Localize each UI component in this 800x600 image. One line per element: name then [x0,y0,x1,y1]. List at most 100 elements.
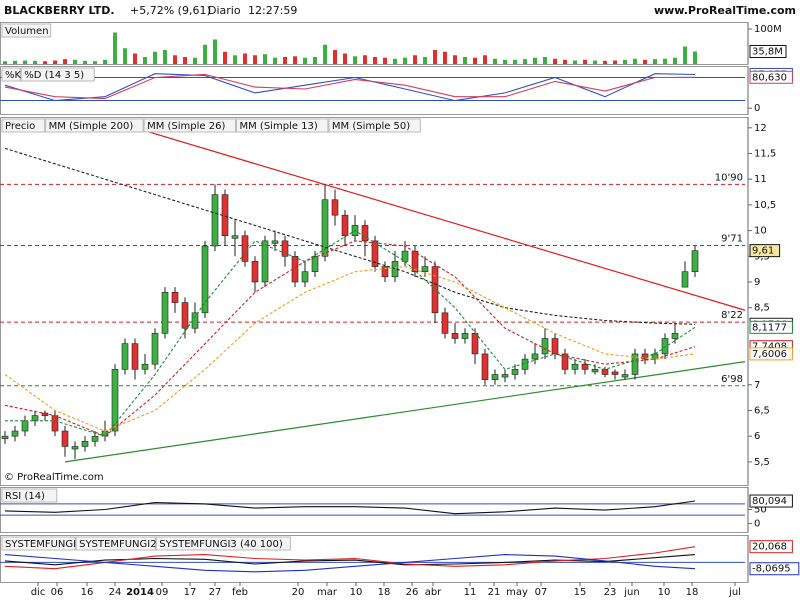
last-value-label: 80,630 [752,72,787,83]
volume-bar [463,57,467,64]
last-value-box [749,320,793,334]
volume-bar [83,60,87,64]
site: www.ProRealTime.com [654,4,796,17]
legend-box [1,67,21,82]
series-line [4,240,696,437]
change: +5,72% (9,61) [130,4,211,17]
volume-bar [73,59,77,64]
candle-body [421,266,429,273]
volume-bar [553,58,557,64]
y-tick-label: 0 [754,519,760,530]
volume-bar [673,57,677,64]
y-tick-label: 6,5 [754,405,770,416]
legend-box [75,536,156,551]
x-tick-label: 09 [156,587,169,598]
legend-label: MM (Simple 13) [240,121,318,132]
volume-bar [353,56,357,64]
legend-label: MM (Simple 200) [49,121,134,132]
volume-bar [573,60,577,64]
level-label: 10'90 [715,172,743,183]
candle-body [251,261,259,283]
y-tick-label: 5,5 [754,457,770,468]
last-value-label: -8,0695 [752,564,791,575]
volume-bar [103,59,107,64]
candle-body [671,333,679,339]
legend-box [45,118,144,133]
y-tick-label: 100M [754,24,782,35]
last-value-box [749,244,781,258]
x-tick-label: feb [232,587,248,598]
legend-label: SYSTEMFUNGI [5,539,76,550]
series-line [4,266,696,432]
volume-bar [23,60,27,64]
volume-bar [663,58,667,64]
x-tick-label: 06 [51,587,64,598]
candle-body [531,353,539,360]
x-tick-label: 26 [406,587,419,598]
y-tick-label: 12 [754,123,767,134]
volume-bar [53,60,57,64]
x-tick-label: 18 [686,587,699,598]
x-tick-label: 27 [209,587,222,598]
volume-bar [423,57,427,64]
time: 12:27:59 [248,4,297,17]
volume-bar [243,53,247,64]
volume-bar [283,57,287,64]
x-tick-label: 23 [604,587,617,598]
candle-body [241,235,249,262]
candle-body [631,353,639,375]
candle-body [211,194,219,247]
volume-bar [143,57,147,64]
legend-box [143,118,237,133]
series-line [4,73,696,102]
candle-body [81,441,89,447]
volume-bar [613,60,617,64]
candle-body [231,235,239,239]
volume-bar [623,59,627,64]
x-tick-label: mar [317,587,338,598]
legend-label: SYSTEMFUNGI3 (40 100) [159,539,283,550]
y-tick-label: 7 [754,380,760,391]
candle-body [171,291,179,303]
legend-box [1,488,58,503]
x-tick-label: 18 [378,587,391,598]
volume-bar [523,59,527,64]
last-value-box [749,562,800,576]
volume-bar [123,48,127,64]
candle-body [311,255,319,273]
legend-label: Precio [5,121,35,132]
y-tick-label: 10 [754,226,767,237]
last-value-label: 7,7408 [752,342,787,353]
candle-body [71,446,79,450]
series-line [4,73,696,100]
y-tick-label: 11 [754,174,767,185]
volume-bar [433,50,437,64]
candle-body [51,415,59,432]
candle-body [481,353,489,380]
symbol: BLACKBERRY LTD. [4,4,115,17]
x-tick-label: may [506,587,528,598]
candle-body [691,250,699,273]
candle-body [371,240,379,267]
legend-label: MM (Simple 26) [147,121,225,132]
candle-body [561,353,569,370]
candle-body [21,420,29,432]
candle-body [511,369,519,375]
candle-body [161,291,169,334]
x-tick-label: 15 [574,587,587,598]
legend-box [328,118,421,133]
volume-bar [413,55,417,64]
volume-bar [593,60,597,64]
volume-bar [393,58,397,64]
volume-bar [43,61,47,64]
y-tick-label: 6 [754,431,760,442]
series-line [4,554,696,573]
candle-body [121,343,129,370]
watermark: © ProRealTime.com [4,472,104,483]
legend-box [1,536,76,551]
candle-body [591,369,599,373]
x-tick-label: 10 [350,587,363,598]
candle-body [331,199,339,216]
volume-bar [183,57,187,64]
volume-bar [343,53,347,64]
